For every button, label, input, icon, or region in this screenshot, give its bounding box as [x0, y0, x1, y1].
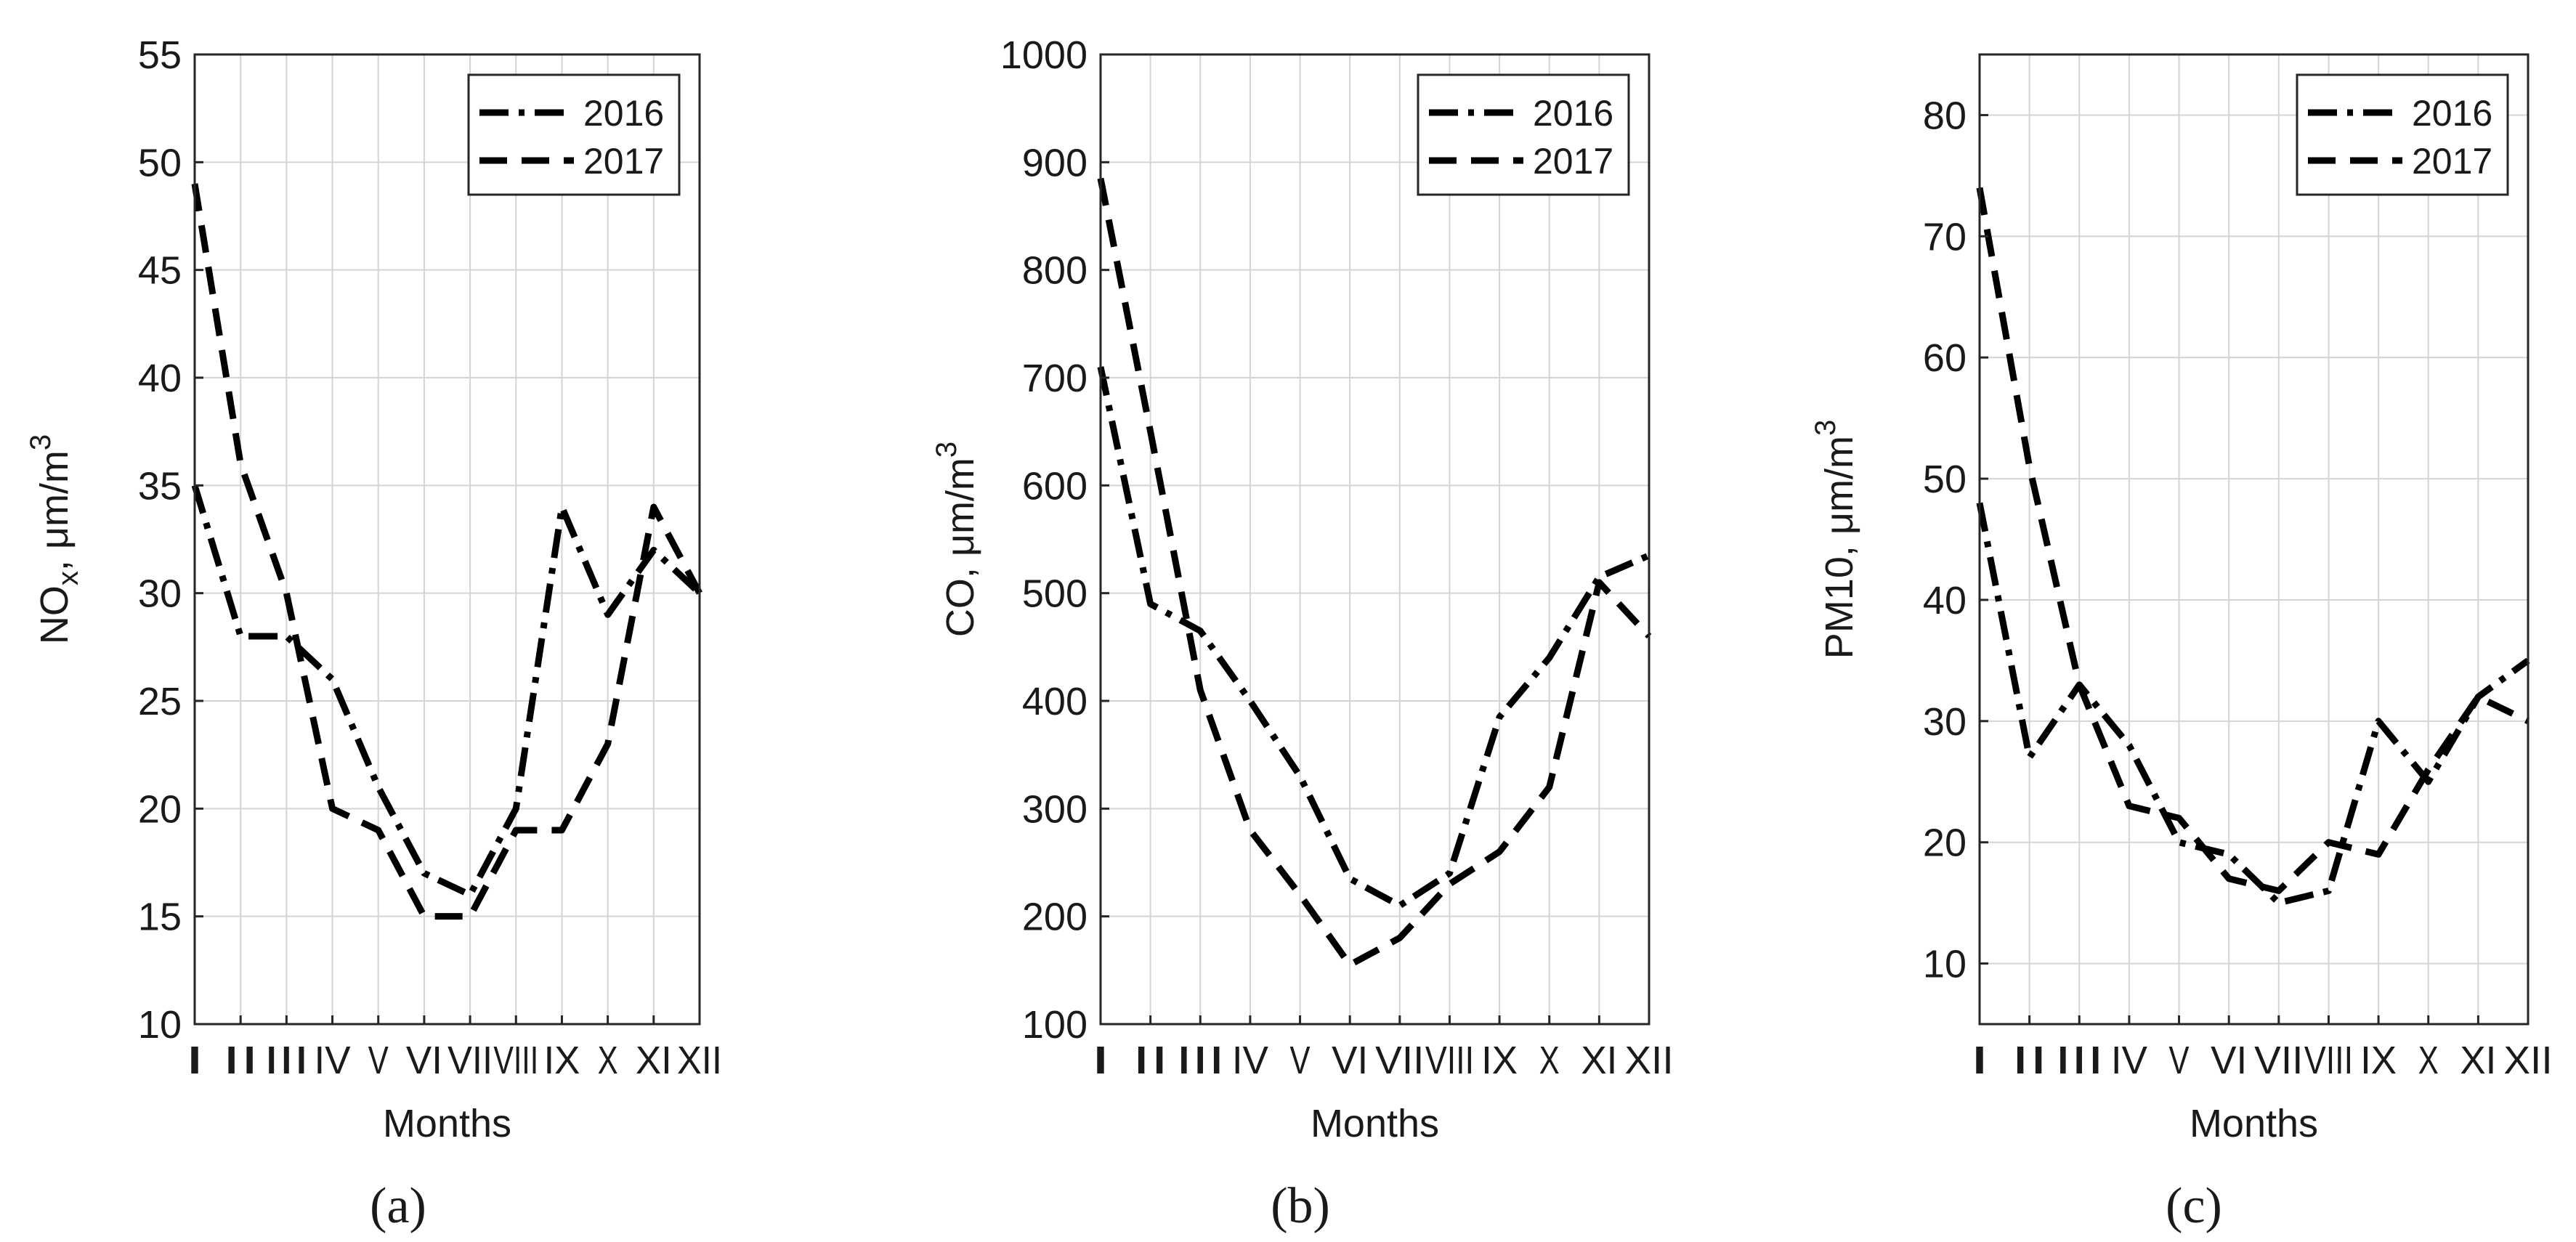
series-line-2017 — [191, 183, 702, 920]
x-tick-label: II — [222, 1039, 259, 1082]
legend-label-2017: 2017 — [583, 141, 664, 182]
x-tick-label: X — [2418, 1039, 2439, 1082]
y-axis-label: NOx, μm/m3 — [25, 434, 84, 644]
y-tick-label: 50 — [1923, 458, 1967, 501]
y-tick-label: 50 — [138, 141, 182, 184]
y-tick-label: 1000 — [1000, 33, 1087, 77]
x-axis-label: Months — [383, 1102, 511, 1145]
series-line-2017 — [1097, 177, 1652, 968]
x-tick-label: XI — [2460, 1039, 2496, 1082]
plot-frame — [193, 53, 701, 1026]
x-tick-label: VIII — [493, 1039, 538, 1082]
y-tick-label: 700 — [1022, 357, 1087, 400]
series-line-2016 — [1097, 366, 1650, 909]
x-tick-label: VIII — [1425, 1039, 1474, 1082]
x-tick-label: IX — [2360, 1039, 2397, 1082]
y-tick-label: 500 — [1022, 572, 1087, 616]
x-tick-label: IX — [543, 1039, 580, 1082]
x-tick-label: VII — [1375, 1039, 1424, 1082]
panel-label: (a) — [370, 1178, 426, 1234]
y-tick-label: 70 — [1923, 215, 1967, 259]
x-tick-label: II — [1133, 1039, 1169, 1082]
legend-label-2016: 2016 — [1533, 93, 1613, 134]
y-tick-label: 200 — [1022, 896, 1087, 939]
legend-label-2016: 2016 — [583, 93, 664, 134]
y-tick-label: 15 — [138, 896, 182, 939]
y-tick-label: 600 — [1022, 464, 1087, 508]
x-tick-label: VI — [1332, 1039, 1368, 1082]
x-tick-label: IX — [1481, 1039, 1518, 1082]
legend-label-2017: 2017 — [2412, 141, 2492, 182]
legend-label-2016: 2016 — [2412, 93, 2492, 134]
legend: 2016 2017 — [2296, 73, 2509, 196]
y-tick-label: 100 — [1022, 1003, 1087, 1047]
x-tick-label: IV — [1232, 1039, 1268, 1082]
panel-label: (c) — [2166, 1178, 2222, 1234]
x-tick-label: IV — [315, 1039, 351, 1082]
y-tick-label: 30 — [138, 572, 182, 616]
x-tick-label: VI — [2211, 1039, 2247, 1082]
x-tick-label: X — [1539, 1039, 1560, 1082]
x-tick-label: VII — [2254, 1039, 2303, 1082]
x-tick-label: XI — [1581, 1039, 1617, 1082]
x-tick-label: XII — [677, 1039, 722, 1082]
x-tick-label: VII — [447, 1039, 493, 1082]
y-tick-label: 900 — [1022, 141, 1087, 184]
series-line-2017 — [1976, 187, 2530, 894]
x-tick-label: VI — [406, 1039, 442, 1082]
plot-frame — [1978, 53, 2530, 1026]
legend-box — [1417, 73, 1630, 196]
x-axis-label: Months — [2190, 1102, 2318, 1145]
legend-label-2017: 2017 — [1533, 141, 1613, 182]
y-tick-label: 45 — [138, 249, 182, 293]
y-tick-label: 300 — [1022, 787, 1087, 831]
y-tick-label: 800 — [1022, 249, 1087, 293]
y-tick-label: 40 — [138, 357, 182, 400]
x-tick-label: V — [368, 1039, 389, 1082]
x-tick-label: X — [598, 1039, 618, 1082]
y-axis-label: PM10, μm/m3 — [1810, 420, 1861, 659]
y-tick-label: 40 — [1923, 579, 1967, 622]
x-tick-label: V — [1290, 1039, 1311, 1082]
y-tick-label: 20 — [138, 787, 182, 831]
x-tick-label: V — [2169, 1039, 2190, 1082]
y-tick-label: 30 — [1923, 700, 1967, 744]
y-axis-label: CO, μm/m3 — [931, 442, 982, 637]
x-tick-label: III — [2055, 1039, 2104, 1082]
x-axis-label: Months — [1311, 1102, 1439, 1145]
series-line-2016 — [1976, 502, 2530, 906]
panel-label: (b) — [1271, 1178, 1330, 1234]
y-tick-label: 400 — [1022, 680, 1087, 723]
legend: 2016 2017 — [1417, 73, 1630, 196]
y-tick-label: 20 — [1923, 821, 1967, 865]
x-tick-label: XII — [1624, 1039, 1673, 1082]
x-tick-label: I — [1969, 1039, 1990, 1082]
plot-frame — [1099, 53, 1650, 1026]
y-tick-label: 80 — [1923, 94, 1967, 137]
y-tick-label: 55 — [138, 33, 182, 77]
x-tick-label: III — [264, 1039, 309, 1082]
x-tick-label: XI — [636, 1039, 672, 1082]
x-tick-label: I — [1090, 1039, 1111, 1082]
series-line-2016 — [191, 484, 702, 898]
y-tick-label: 10 — [138, 1003, 182, 1047]
x-tick-label: II — [2012, 1039, 2048, 1082]
x-tick-label: III — [1176, 1039, 1225, 1082]
x-tick-label: IV — [2111, 1039, 2147, 1082]
y-tick-label: 25 — [138, 680, 182, 723]
legend: 2016 2017 — [467, 73, 681, 196]
x-tick-label: I — [185, 1039, 205, 1082]
y-tick-label: 60 — [1923, 336, 1967, 380]
x-tick-label: VIII — [2304, 1039, 2353, 1082]
legend-box — [2296, 73, 2509, 196]
y-tick-label: 10 — [1923, 943, 1967, 986]
y-tick-label: 35 — [138, 464, 182, 508]
legend-box — [467, 73, 681, 196]
x-tick-label: XII — [2503, 1039, 2552, 1082]
